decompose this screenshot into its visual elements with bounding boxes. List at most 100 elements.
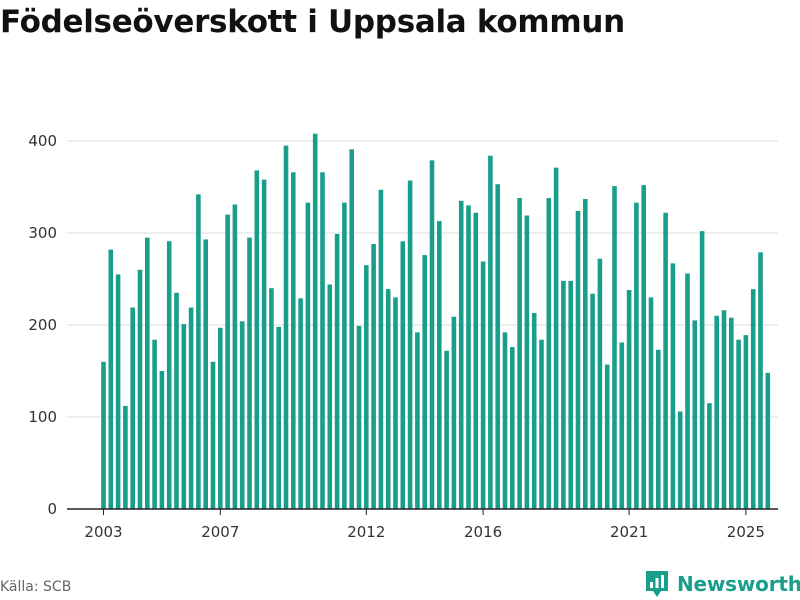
bar-50	[466, 205, 471, 509]
bar-26	[291, 172, 296, 509]
bar-1	[108, 249, 114, 509]
bar-51	[473, 212, 479, 509]
bar-56	[510, 347, 515, 509]
bar-21	[254, 170, 260, 509]
bar-15	[210, 361, 216, 509]
bar-8	[159, 371, 165, 509]
bar-87	[736, 339, 741, 509]
bar-17	[225, 214, 230, 509]
x-tick-label-2012: 2012	[347, 523, 385, 541]
bars	[101, 133, 771, 510]
bar-14	[203, 239, 208, 509]
x-tick-label-2021: 2021	[610, 523, 648, 541]
bar-12	[188, 307, 194, 509]
y-tick-label-200: 200	[28, 316, 57, 334]
bar-77	[663, 212, 668, 509]
x-tick-label-2025: 2025	[727, 523, 765, 541]
y-tick-label-100: 100	[28, 408, 57, 426]
y-tick-label-400: 400	[28, 132, 57, 150]
bar-72	[626, 290, 632, 509]
bar-0	[101, 361, 106, 509]
bar-68	[597, 258, 603, 509]
x-tick-label-2003: 2003	[84, 523, 122, 541]
bar-35	[356, 325, 362, 509]
bar-45	[429, 160, 435, 509]
bar-39	[385, 289, 391, 509]
y-tick-label-300: 300	[28, 224, 57, 242]
bar-53	[488, 155, 493, 509]
bar-55	[502, 332, 508, 509]
bar-31	[327, 284, 333, 509]
bar-20	[247, 237, 252, 509]
bar-80	[685, 273, 690, 509]
bar-59	[531, 313, 537, 509]
bar-32	[334, 233, 340, 510]
bar-60	[539, 339, 544, 509]
newsworthy-logo-icon	[646, 571, 668, 597]
bar-11	[181, 324, 187, 509]
bar-66	[583, 198, 588, 509]
bar-64	[568, 280, 573, 509]
bar-38	[378, 189, 384, 509]
bar-41	[400, 241, 406, 509]
bar-37	[371, 244, 376, 510]
bar-48	[451, 316, 457, 509]
bar-78	[670, 263, 676, 509]
bar-3	[123, 405, 128, 509]
bar-27	[298, 298, 303, 509]
x-tick-label-2016: 2016	[464, 523, 502, 541]
bar-63	[561, 280, 566, 509]
bar-18	[232, 204, 238, 510]
bar-5	[137, 269, 143, 509]
x-tick-label-2007: 2007	[201, 523, 239, 541]
bar-23	[269, 288, 274, 509]
bar-71	[619, 342, 625, 509]
bar-7	[152, 339, 157, 509]
bar-85	[721, 310, 727, 509]
bar-33	[342, 202, 347, 509]
bar-46	[437, 221, 442, 510]
bar-86	[729, 317, 734, 509]
bar-13	[196, 194, 201, 510]
bar-57	[517, 198, 522, 510]
bar-49	[458, 200, 464, 510]
bar-69	[604, 364, 610, 509]
bar-44	[422, 255, 427, 509]
source-note: Källa: SCB	[0, 579, 72, 595]
bar-36	[364, 265, 369, 509]
bar-52	[480, 261, 486, 509]
bar-6	[145, 237, 150, 509]
bar-16	[218, 327, 223, 509]
bar-81	[692, 320, 698, 509]
bar-22	[261, 179, 267, 509]
bar-28	[305, 202, 311, 509]
bar-73	[634, 202, 639, 509]
axes: 0 100 200 300 400 2003 2007 2012 2016 2021 2025	[28, 132, 778, 541]
bar-2	[115, 274, 121, 509]
bar-83	[707, 403, 712, 509]
bar-42	[407, 180, 413, 509]
bar-chart: 0 100 200 300 400 2003 2007 2012 2016 2021 2025	[28, 132, 778, 541]
bar-70	[612, 186, 617, 509]
bar-47	[444, 350, 449, 509]
bar-91	[765, 372, 771, 509]
chart-title: Födelseöverskott i Uppsala kommun	[0, 4, 625, 40]
bar-34	[349, 149, 354, 509]
bar-76	[656, 349, 661, 509]
bar-89	[750, 289, 756, 509]
bar-84	[714, 315, 719, 509]
bar-24	[276, 326, 281, 509]
bar-58	[524, 215, 530, 509]
bar-4	[130, 307, 135, 509]
bar-75	[648, 297, 654, 509]
brand-name: Newsworthy	[677, 572, 800, 596]
bar-9	[166, 241, 172, 509]
bar-43	[415, 332, 420, 509]
bar-40	[393, 297, 398, 509]
bar-88	[743, 335, 749, 509]
newsworthy-logo[interactable]: Newsworthy	[644, 569, 800, 599]
y-tick-label-0: 0	[47, 500, 57, 518]
bar-90	[758, 252, 763, 509]
bar-30	[320, 172, 325, 509]
bar-67	[590, 293, 595, 509]
